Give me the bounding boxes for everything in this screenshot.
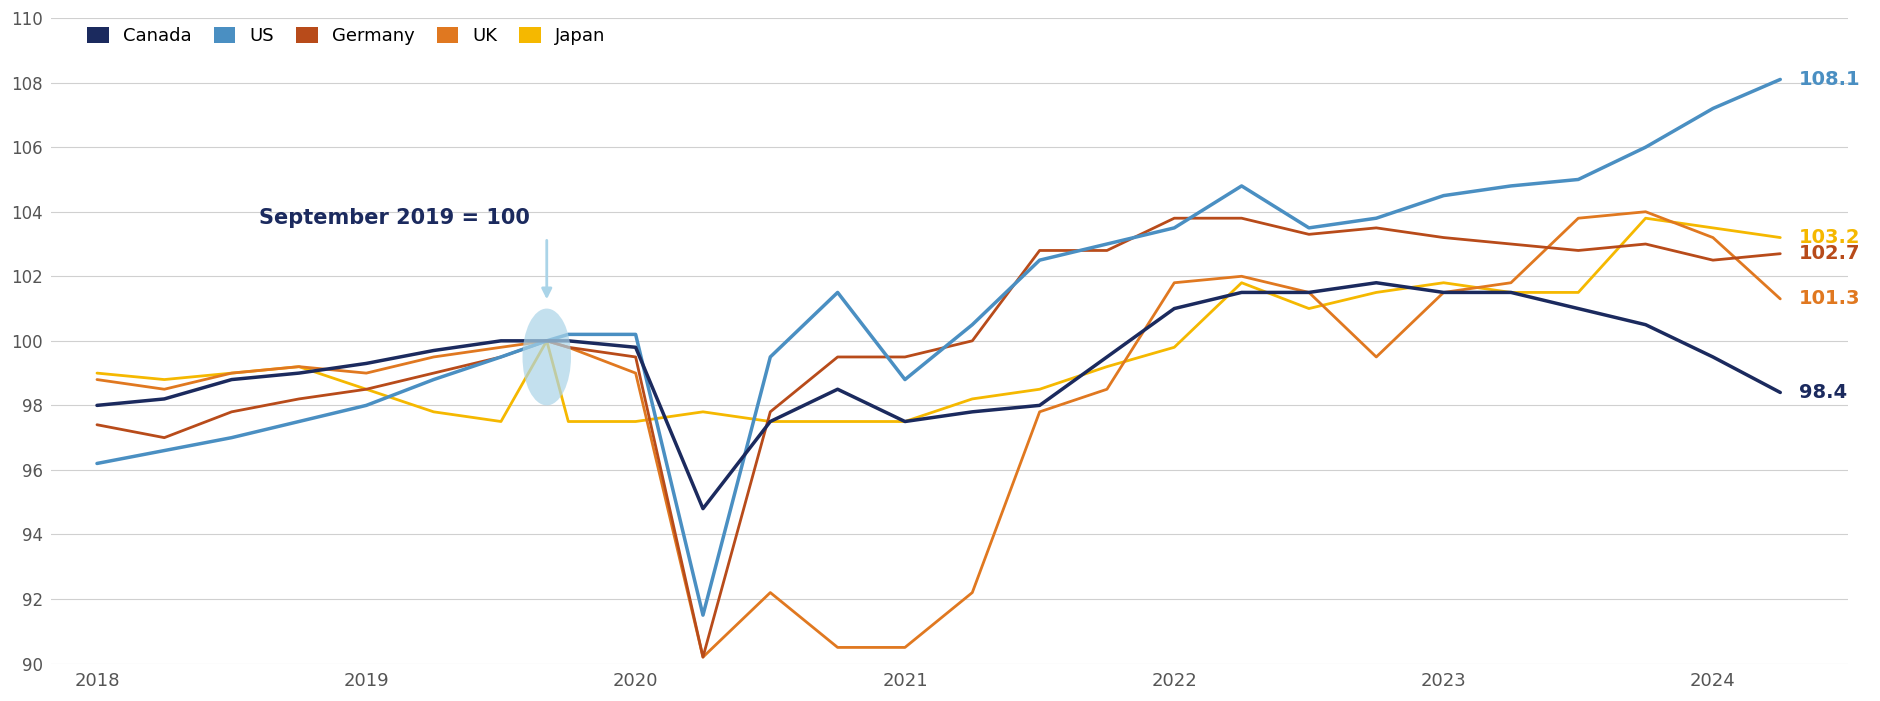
Text: 103.2: 103.2 (1797, 228, 1859, 247)
Legend: Canada, US, Germany, UK, Japan: Canada, US, Germany, UK, Japan (86, 27, 605, 46)
Text: 108.1: 108.1 (1797, 70, 1859, 89)
Text: 98.4: 98.4 (1797, 383, 1846, 402)
Text: 101.3: 101.3 (1797, 290, 1859, 308)
Ellipse shape (523, 308, 572, 405)
Text: September 2019 = 100: September 2019 = 100 (258, 208, 528, 228)
Text: 102.7: 102.7 (1797, 244, 1859, 263)
